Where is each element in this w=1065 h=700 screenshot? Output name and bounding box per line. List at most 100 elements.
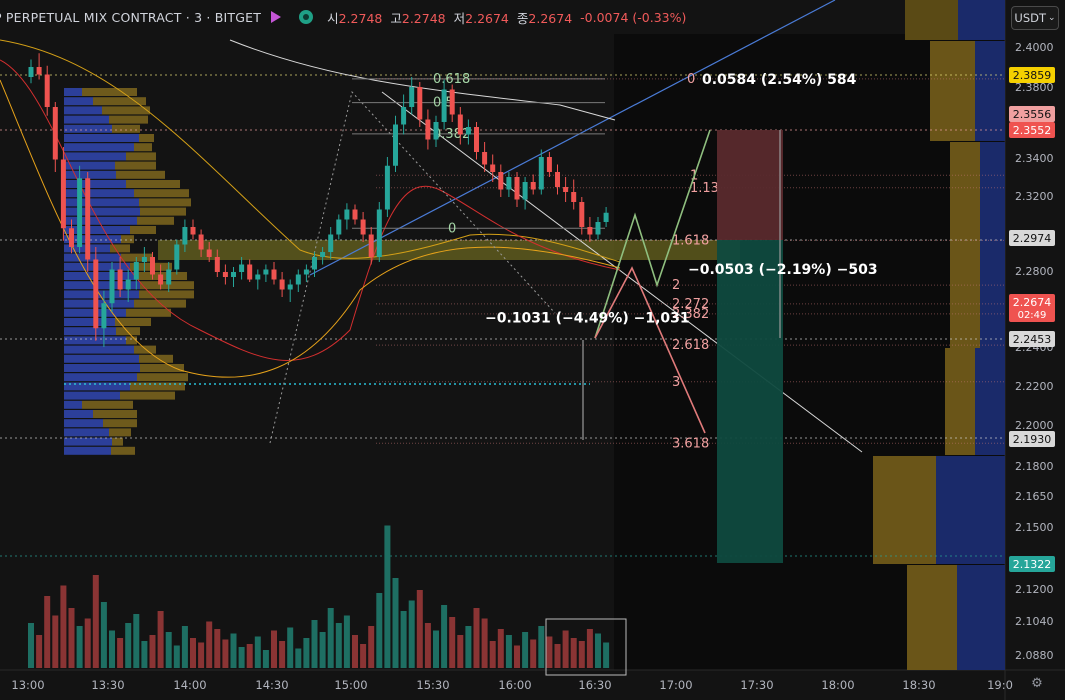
candle[interactable]: [360, 219, 366, 235]
candle[interactable]: [85, 178, 91, 260]
candle[interactable]: [490, 164, 496, 173]
candle[interactable]: [571, 192, 577, 202]
gear-icon[interactable]: ⚙: [1031, 676, 1043, 691]
candle[interactable]: [28, 67, 34, 77]
candle[interactable]: [482, 152, 488, 165]
candle[interactable]: [255, 274, 261, 280]
candle[interactable]: [36, 67, 42, 75]
candle[interactable]: [133, 262, 139, 280]
candle[interactable]: [433, 122, 439, 140]
candle[interactable]: [546, 157, 552, 172]
candle[interactable]: [530, 182, 536, 190]
candle[interactable]: [320, 252, 326, 257]
candle[interactable]: [465, 127, 471, 135]
fib-extension-label: 2.382: [672, 307, 709, 322]
flag-icon[interactable]: [271, 11, 282, 23]
volume-profile-bar: [139, 354, 173, 363]
candle[interactable]: [150, 257, 155, 275]
volume-profile-bar: [82, 88, 137, 96]
candle[interactable]: [522, 182, 528, 200]
candle[interactable]: [384, 165, 390, 210]
candle[interactable]: [563, 187, 569, 192]
candle[interactable]: [425, 119, 431, 140]
candle[interactable]: [166, 269, 172, 285]
candle[interactable]: [109, 269, 115, 304]
candle[interactable]: [52, 107, 58, 160]
candle[interactable]: [303, 269, 309, 275]
currency-selector[interactable]: USDT ⌄: [1011, 6, 1059, 30]
trend-line: [309, 0, 836, 276]
candle[interactable]: [579, 202, 585, 227]
candle[interactable]: [603, 212, 609, 222]
volume-profile-bar: [112, 124, 140, 133]
candle[interactable]: [44, 74, 50, 108]
candle[interactable]: [295, 274, 301, 285]
candle[interactable]: [393, 124, 398, 166]
candle[interactable]: [587, 227, 593, 235]
candle[interactable]: [474, 127, 479, 152]
candle[interactable]: [190, 227, 196, 235]
candle[interactable]: [206, 249, 212, 258]
volume-profile-bar: [134, 345, 156, 354]
candle[interactable]: [417, 87, 423, 120]
candle[interactable]: [198, 234, 204, 250]
volume-profile-bar: [64, 419, 103, 428]
change-value: -0.0074 (-0.33%): [580, 9, 687, 25]
candle[interactable]: [279, 279, 285, 290]
candle[interactable]: [312, 257, 317, 270]
candle[interactable]: [101, 303, 107, 329]
candle[interactable]: [449, 89, 455, 115]
candle[interactable]: [498, 172, 504, 190]
candle[interactable]: [182, 227, 188, 245]
candle[interactable]: [352, 209, 358, 220]
candle[interactable]: [595, 222, 601, 235]
candle[interactable]: [222, 272, 228, 277]
candle[interactable]: [69, 228, 74, 247]
candle[interactable]: [93, 259, 99, 329]
volume-profile-bar: [126, 152, 156, 161]
symbol-title[interactable]: P PERPETUAL MIX CONTRACT · 3 · BITGET: [0, 9, 262, 25]
price-label-value: 2.2974: [1013, 232, 1052, 245]
candle[interactable]: [506, 177, 512, 190]
volume-bar: [522, 632, 529, 668]
candle[interactable]: [158, 274, 164, 285]
candle[interactable]: [271, 269, 277, 280]
candle[interactable]: [368, 234, 374, 258]
candle[interactable]: [344, 209, 350, 220]
candle[interactable]: [214, 257, 220, 272]
candle[interactable]: [117, 269, 123, 290]
candle[interactable]: [247, 264, 253, 280]
candle[interactable]: [401, 107, 407, 125]
candle[interactable]: [514, 177, 520, 200]
candle[interactable]: [141, 257, 147, 262]
volume-profile-bar: [93, 97, 146, 106]
candle[interactable]: [174, 244, 180, 270]
fib-extension-label: 1.618: [672, 233, 709, 248]
visibility-icon[interactable]: [299, 10, 314, 24]
candle[interactable]: [376, 209, 382, 258]
candle[interactable]: [287, 284, 293, 290]
candle[interactable]: [125, 279, 131, 290]
candle[interactable]: [60, 159, 66, 229]
volume-bar: [514, 645, 520, 668]
candle[interactable]: [336, 219, 342, 235]
candle[interactable]: [77, 178, 83, 247]
high-label: 고: [390, 10, 402, 26]
candle[interactable]: [555, 172, 560, 187]
price-label-tag: [1009, 556, 1055, 572]
volume-profile-bar: [64, 216, 137, 225]
candle[interactable]: [231, 272, 236, 277]
volume-bar: [416, 590, 423, 668]
candle[interactable]: [328, 234, 334, 253]
candle[interactable]: [441, 89, 447, 123]
candle[interactable]: [409, 87, 415, 107]
candle[interactable]: [538, 157, 544, 190]
candle[interactable]: [263, 269, 269, 275]
y-axis-tick: 2.2800: [1015, 265, 1054, 278]
volume-bar: [505, 635, 512, 668]
candle[interactable]: [457, 114, 463, 135]
selection-box[interactable]: [545, 618, 627, 676]
volume-bar: [530, 639, 537, 668]
candle[interactable]: [239, 264, 245, 273]
